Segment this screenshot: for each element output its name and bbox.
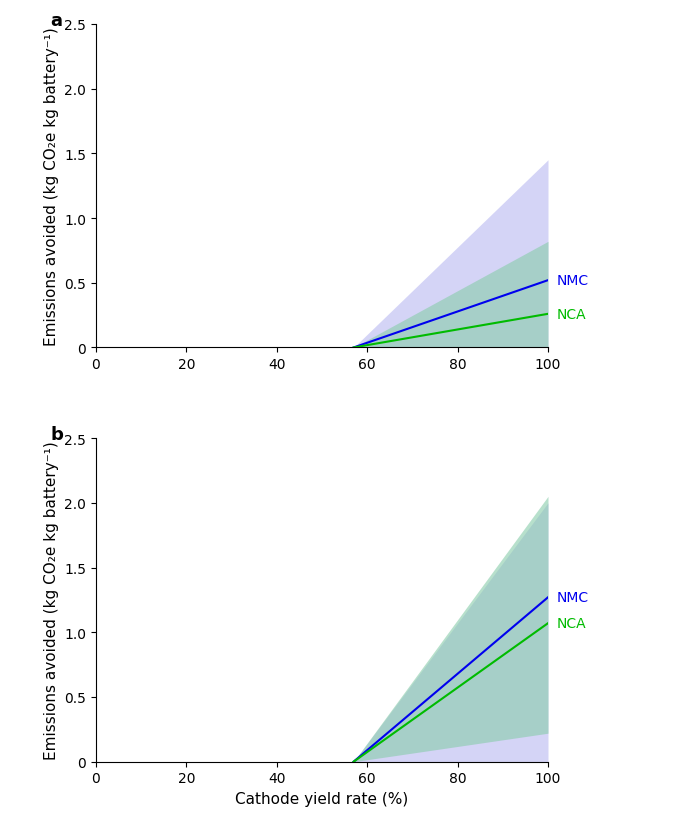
Text: NCA: NCA [557, 307, 586, 321]
Y-axis label: Emissions avoided (kg CO₂e kg battery⁻¹): Emissions avoided (kg CO₂e kg battery⁻¹) [44, 441, 59, 759]
Text: b: b [51, 426, 64, 444]
Text: NCA: NCA [557, 616, 586, 630]
Text: a: a [51, 12, 63, 30]
Text: NMC: NMC [557, 590, 589, 604]
Y-axis label: Emissions avoided (kg CO₂e kg battery⁻¹): Emissions avoided (kg CO₂e kg battery⁻¹) [44, 27, 59, 345]
X-axis label: Cathode yield rate (%): Cathode yield rate (%) [236, 791, 408, 806]
Text: NMC: NMC [557, 274, 589, 288]
